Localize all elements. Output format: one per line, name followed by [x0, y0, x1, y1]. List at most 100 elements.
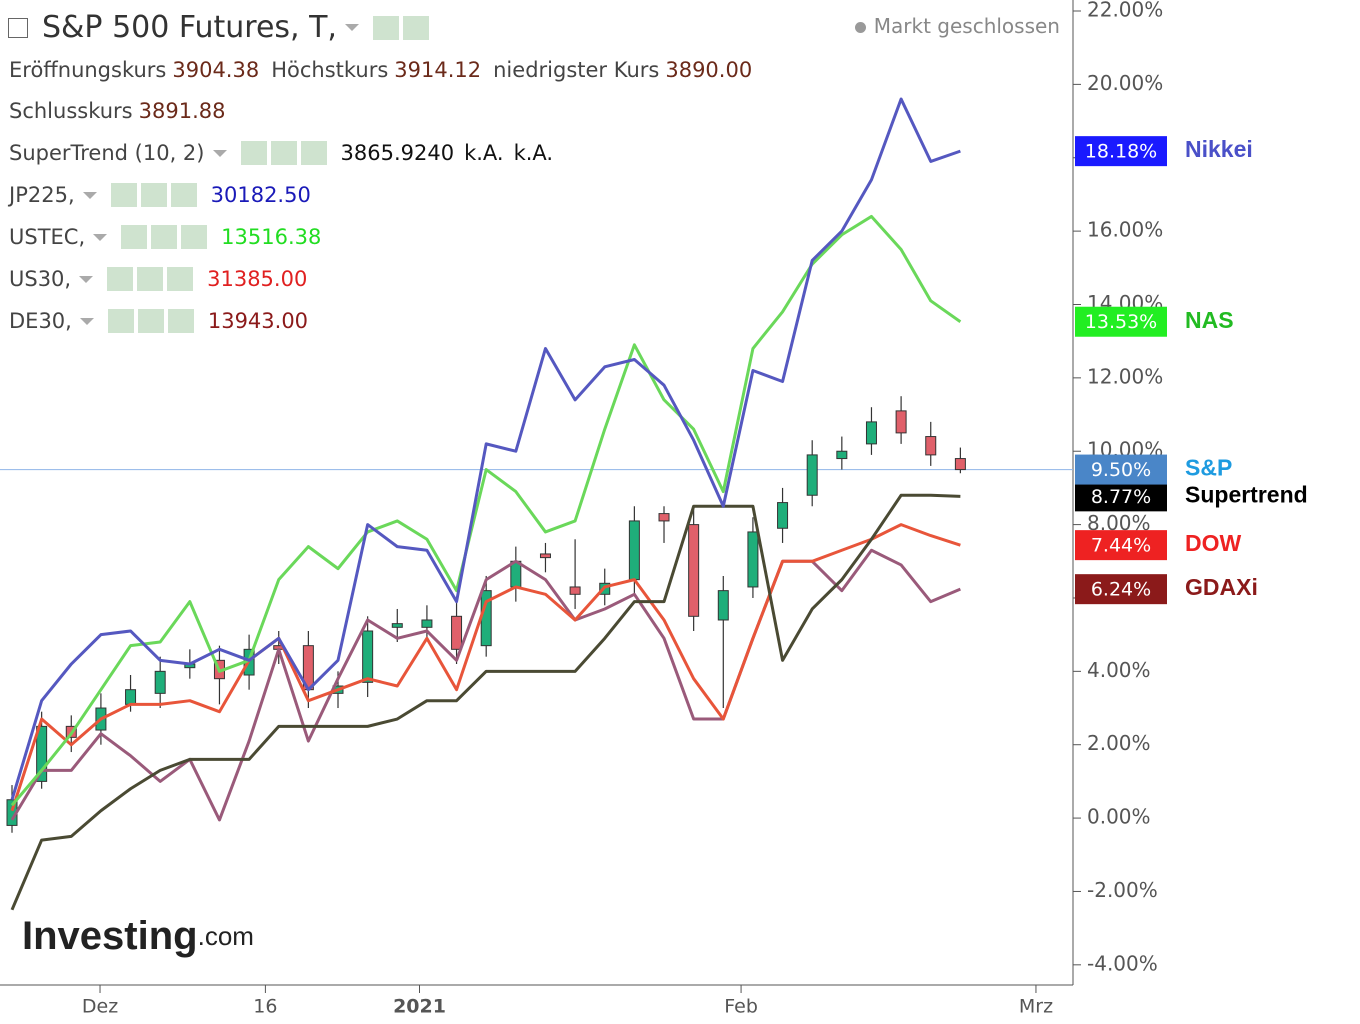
series-name: S&P — [1185, 455, 1232, 481]
icon — [181, 225, 208, 249]
ohlc-value: 3914.12 — [394, 58, 482, 82]
value-label: 13.53% — [1085, 311, 1157, 333]
ohlc-row: Eröffnungskurs 3904.38 Höchstkurs 3914.12 ni… — [9, 58, 764, 82]
indicator-name: US30, — [9, 267, 72, 291]
candle-body — [362, 630, 374, 683]
icon — [107, 267, 134, 291]
icon — [137, 267, 164, 291]
candle-body — [865, 421, 877, 445]
y-tick-label: 0.00% — [1087, 805, 1151, 829]
ohlc-row: Schlusskurs 3891.88 — [9, 99, 237, 123]
y-tick-label: 4.00% — [1087, 658, 1151, 682]
candle-body — [36, 725, 48, 782]
status-dot — [854, 22, 866, 33]
watermark-main: Investing — [22, 914, 198, 958]
icon — [107, 309, 134, 333]
x-tick-label: Dez — [82, 996, 118, 1018]
series-line — [10, 214, 962, 807]
candle-body — [836, 450, 848, 460]
ohlc-value: 3891.88 — [138, 99, 226, 123]
value-label: 18.18% — [1085, 141, 1157, 163]
y-tick-label: 22.00% — [1087, 0, 1163, 22]
x-tick-label: 16 — [253, 996, 277, 1018]
indicator-row: JP225, 30182.50 — [9, 182, 311, 207]
icon — [240, 141, 267, 165]
icon — [167, 309, 194, 333]
y-tick-label: 20.00% — [1087, 71, 1163, 95]
value-label: 6.24% — [1091, 579, 1151, 601]
indicator-value: 30182.50 — [210, 183, 311, 207]
dropdown — [93, 233, 108, 241]
ohlc-name: Höchstkurs — [271, 58, 389, 82]
candle-body — [658, 513, 670, 522]
icon — [170, 183, 197, 207]
series-name: Supertrend — [1185, 481, 1308, 507]
value-label: 7.44% — [1091, 535, 1151, 557]
ohlc-value: 3890.00 — [665, 58, 753, 82]
series-line — [10, 97, 961, 801]
indicator-name: DE30, — [9, 309, 72, 333]
candle-body — [954, 458, 966, 471]
icon — [151, 225, 178, 249]
ohlc-name: niedrigster Kurs — [493, 58, 660, 82]
indicator-value: 3865.9240 — [340, 141, 455, 165]
collapse-icon — [8, 17, 28, 38]
candle-body — [628, 520, 640, 581]
candle-body — [747, 531, 759, 588]
indicator-value: 13516.38 — [221, 225, 322, 249]
candle-body — [777, 502, 789, 529]
x-tick-label: Feb — [724, 996, 758, 1018]
watermark-suffix: .com — [198, 921, 254, 951]
dropdown — [82, 191, 97, 199]
title: S&P 500 Futures, T, — [42, 10, 337, 45]
indicator-value: 31385.00 — [207, 267, 308, 291]
indicator-row: USTEC, 13516.38 — [9, 224, 321, 249]
series-name: DOW — [1185, 530, 1242, 556]
indicator-value: 13943.00 — [207, 309, 309, 333]
indicator-value: k.A. — [464, 141, 504, 165]
candle-body — [539, 553, 551, 559]
value-box — [1075, 530, 1167, 561]
title-row: S&P 500 Futures, T, — [8, 10, 433, 45]
indicator-name: USTEC, — [9, 225, 86, 249]
icon — [402, 15, 429, 40]
candle-body — [391, 623, 403, 628]
candle-body — [125, 689, 137, 705]
value-label: 9.50% — [1091, 459, 1151, 481]
icon — [270, 141, 297, 165]
icon — [121, 225, 148, 249]
candle-body — [154, 670, 166, 694]
status-text: Markt geschlossen — [873, 14, 1060, 38]
value-box — [1075, 481, 1167, 512]
y-tick-label: -4.00% — [1087, 951, 1158, 975]
icon — [167, 267, 194, 291]
indicator-row: SuperTrend (10, 2) 3865.9240 k.A. k.A. — [9, 140, 553, 165]
candle-body — [421, 619, 433, 628]
series-name: Nikkei — [1185, 136, 1253, 162]
y-tick-label: -2.00% — [1087, 878, 1158, 902]
candle-body — [806, 454, 818, 496]
value-label: 8.77% — [1091, 486, 1151, 508]
series-line — [10, 523, 961, 812]
dropdown — [79, 275, 94, 283]
x-tick-label: 2021 — [393, 996, 446, 1018]
indicator-name: SuperTrend (10, 2) — [9, 141, 205, 165]
candle-body — [925, 436, 937, 456]
series-line — [10, 493, 961, 911]
value-box — [1075, 306, 1167, 337]
ohlc-name: Schlusskurs — [9, 99, 133, 123]
dropdown — [212, 149, 227, 157]
candle-body — [717, 590, 729, 621]
indicator-value: k.A. — [513, 141, 554, 165]
value-box — [1075, 574, 1167, 605]
candle-body — [688, 524, 700, 617]
candle-body — [895, 410, 907, 434]
y-tick-label: 16.00% — [1087, 218, 1163, 242]
watermark: Investing.com — [22, 914, 254, 958]
icon — [110, 183, 137, 207]
series-name: GDAXi — [1185, 574, 1258, 600]
icon — [140, 183, 167, 207]
candle-body — [451, 615, 463, 650]
indicator-row: DE30, 13943.00 — [9, 308, 308, 333]
